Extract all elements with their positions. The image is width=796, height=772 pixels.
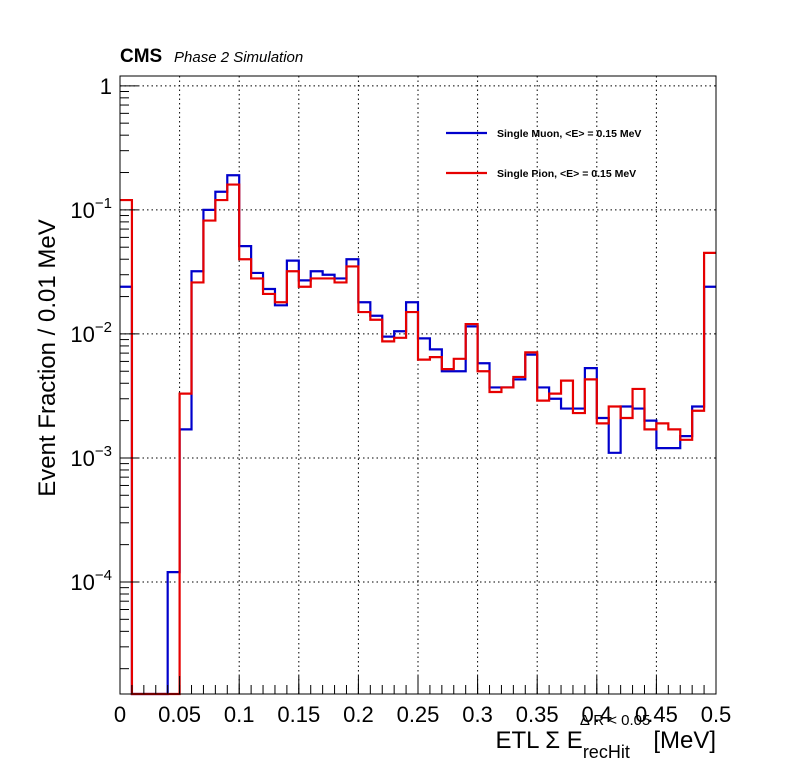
y-tick-label: 10−1 <box>70 195 112 223</box>
x-tick-label: 0.4 <box>582 702 613 727</box>
x-tick-label: 0.35 <box>516 702 559 727</box>
simulation-label: Phase 2 Simulation <box>174 49 303 66</box>
legend-entry-label: Single Pion, <E> = 0.15 MeV <box>497 168 636 180</box>
series-layer <box>120 174 716 696</box>
x-tick-label: 0.5 <box>701 702 732 727</box>
cms-label: CMS <box>120 46 162 67</box>
x-tick-label: 0.05 <box>158 702 201 727</box>
x-tick-label: 0.45 <box>635 702 678 727</box>
tick-layer <box>119 85 717 694</box>
x-tick-label: 0 <box>114 702 126 727</box>
y-tick-label: 10−4 <box>70 567 112 595</box>
x-tick-label: 0.15 <box>277 702 320 727</box>
y-tick-label: 10−3 <box>70 443 112 471</box>
y-axis-title: Event Fraction / 0.01 MeV <box>34 219 61 496</box>
x-tick-label: 0.3 <box>462 702 493 727</box>
series-line-pion <box>120 183 716 696</box>
y-tick-label: 1 <box>100 74 112 99</box>
label-layer: 0 0.05 0.1 0.15 0.2 0.25 0.3 0.35 0.4 0.45 0.5 1 10−… <box>70 74 731 727</box>
x-tick-label: 0.25 <box>397 702 440 727</box>
x-tick-label: 0.1 <box>224 702 255 727</box>
y-tick-label: 10−2 <box>70 319 112 347</box>
legend-entry-label: Single Muon, <E> = 0.15 MeV <box>497 128 641 140</box>
x-axis-title: ETL Σ ErecHitΔ R < 0.05[MeV] <box>496 712 717 762</box>
legend: Single Muon, <E> = 0.15 MeV Single Pion, … <box>446 128 641 180</box>
x-tick-label: 0.2 <box>343 702 374 727</box>
